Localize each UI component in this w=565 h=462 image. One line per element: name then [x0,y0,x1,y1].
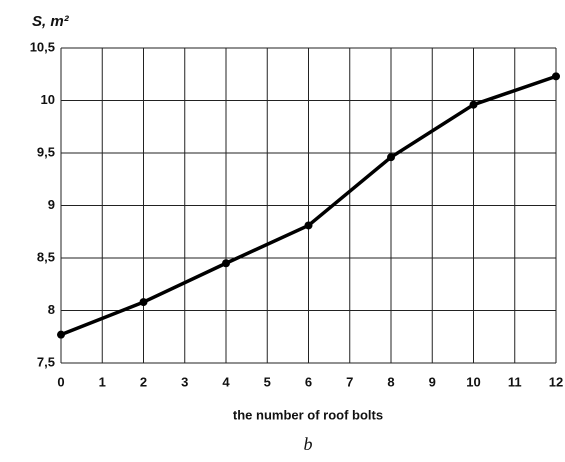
data-point [222,259,230,268]
caption: b [304,434,313,454]
y-tick-label: 9 [48,197,55,212]
y-tick-label: 10,5 [30,39,55,54]
x-tick-label: 7 [346,374,353,389]
x-tick-label: 8 [387,374,394,389]
data-point [469,100,478,109]
x-tick-label: 3 [181,374,188,389]
data-point [139,298,148,307]
x-tick-label: 1 [99,374,106,389]
y-tick-label: 9,5 [37,144,55,159]
y-tick-label: 7,5 [37,354,55,369]
x-tick-label: 11 [508,374,522,389]
x-axis-label: the number of roof bolts [233,407,383,422]
x-tick-label: 9 [429,374,436,389]
y-tick-label: 8 [48,302,55,317]
x-tick-label: 12 [549,374,563,389]
x-tick-label: 5 [264,374,271,389]
y-tick-label: 8,5 [37,249,55,264]
y-tick-label: 10 [41,92,55,107]
x-tick-label: 4 [222,374,230,389]
x-tick-label: 0 [57,374,64,389]
x-tick-label: 6 [305,374,312,389]
data-point [304,221,313,230]
x-tick-label: 2 [140,374,147,389]
data-point [552,72,560,81]
data-point [57,330,65,339]
data-point [387,153,395,162]
y-axis-label: S, m² [32,13,70,30]
x-tick-label: 10 [466,374,480,389]
